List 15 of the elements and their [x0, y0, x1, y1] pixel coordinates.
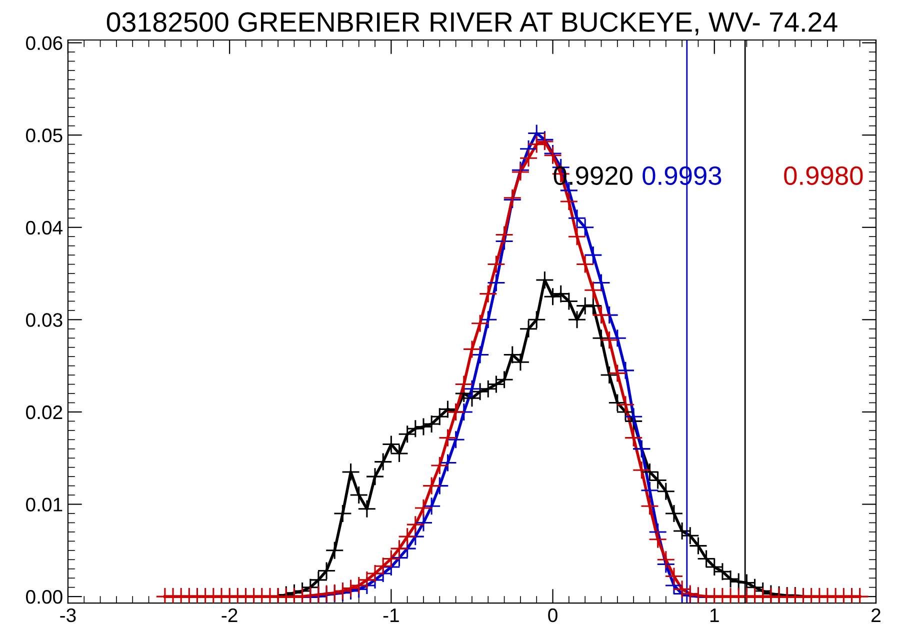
y-tick-label: 0.00 — [26, 590, 62, 604]
y-tick-label: 0.03 — [26, 313, 62, 327]
x-tick-label: -2 — [222, 608, 238, 622]
annotation: 0.9980 — [784, 166, 863, 186]
y-tick-label: 0.05 — [26, 128, 62, 142]
y-tick-label: 0.04 — [26, 220, 63, 235]
x-tick-label: 2 — [872, 608, 880, 622]
x-tick-label: 0 — [548, 608, 558, 622]
chart-title: 03182500 GREENBRIER RIVER AT BUCKEYE, WV- 74.24 — [106, 12, 838, 36]
x-tick-label: -1 — [383, 608, 399, 622]
y-tick-label: 0.06 — [26, 36, 62, 50]
x-tick-label: 1 — [710, 608, 719, 622]
x-tick-label: -3 — [60, 608, 76, 622]
y-tick-label: 0.02 — [26, 405, 62, 420]
y-tick-label: 0.01 — [26, 498, 62, 512]
